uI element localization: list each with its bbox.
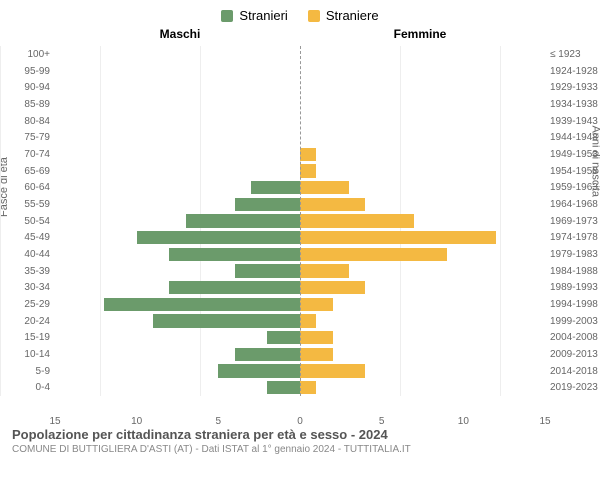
age-label: 40-44 (5, 249, 50, 260)
birth-label: 1964-1968 (550, 199, 600, 210)
bar-male (218, 364, 300, 377)
bar-male (251, 181, 300, 194)
age-label: 65-69 (5, 166, 50, 177)
birth-label: 1959-1963 (550, 182, 600, 193)
chart-title: Popolazione per cittadinanza straniera p… (12, 427, 588, 442)
bar-female (300, 198, 365, 211)
birth-label: 1969-1973 (550, 216, 600, 227)
birth-label: 2009-2013 (550, 349, 600, 360)
birth-label: 1929-1933 (550, 82, 600, 93)
birth-label: 1944-1948 (550, 132, 600, 143)
bar-male (153, 314, 300, 327)
bar-male (267, 381, 300, 394)
age-label: 75-79 (5, 132, 50, 143)
bar-male (235, 198, 300, 211)
bar-female (300, 248, 447, 261)
legend-label-female: Straniere (326, 8, 379, 23)
birth-label: 1954-1958 (550, 166, 600, 177)
birth-label: ≤ 1923 (550, 49, 600, 60)
birth-label: 1974-1978 (550, 232, 600, 243)
age-label: 60-64 (5, 182, 50, 193)
age-label: 100+ (5, 49, 50, 60)
bar-male (235, 264, 300, 277)
x-tick: 0 (297, 416, 303, 427)
age-label: 45-49 (5, 232, 50, 243)
age-label: 10-14 (5, 349, 50, 360)
age-label: 20-24 (5, 316, 50, 327)
bar-male (186, 214, 300, 227)
bar-female (300, 148, 316, 161)
birth-label: 1999-2003 (550, 316, 600, 327)
legend-item-male: Stranieri (221, 8, 287, 23)
legend: Stranieri Straniere (0, 0, 600, 27)
bar-female (300, 281, 365, 294)
age-label: 85-89 (5, 99, 50, 110)
center-axis (300, 46, 301, 396)
chart-subtitle: COMUNE DI BUTTIGLIERA D'ASTI (AT) - Dati… (12, 444, 588, 455)
bar-female (300, 364, 365, 377)
column-headers: Maschi Femmine (0, 27, 600, 41)
age-label: 50-54 (5, 216, 50, 227)
bar-female (300, 331, 333, 344)
bar-female (300, 298, 333, 311)
chart-area: Fasce di età Anni di nascita 100+≤ 19239… (0, 41, 600, 421)
legend-label-male: Stranieri (239, 8, 287, 23)
age-label: 5-9 (5, 366, 50, 377)
bar-female (300, 231, 496, 244)
birth-label: 1939-1943 (550, 116, 600, 127)
age-label: 15-19 (5, 332, 50, 343)
bar-male (137, 231, 300, 244)
age-label: 80-84 (5, 116, 50, 127)
bar-male (169, 248, 300, 261)
birth-label: 1994-1998 (550, 299, 600, 310)
birth-label: 2004-2008 (550, 332, 600, 343)
header-male: Maschi (60, 27, 300, 41)
birth-label: 1934-1938 (550, 99, 600, 110)
age-label: 25-29 (5, 299, 50, 310)
bar-male (169, 281, 300, 294)
grid-line (0, 46, 1, 396)
bar-female (300, 181, 349, 194)
birth-label: 1979-1983 (550, 249, 600, 260)
age-label: 0-4 (5, 382, 50, 393)
age-label: 55-59 (5, 199, 50, 210)
age-label: 90-94 (5, 82, 50, 93)
bar-female (300, 264, 349, 277)
x-tick: 15 (539, 416, 550, 427)
age-label: 95-99 (5, 66, 50, 77)
birth-label: 1949-1953 (550, 149, 600, 160)
birth-label: 1984-1988 (550, 266, 600, 277)
age-label: 70-74 (5, 149, 50, 160)
birth-label: 1989-1993 (550, 282, 600, 293)
birth-label: 2019-2023 (550, 382, 600, 393)
header-female: Femmine (300, 27, 540, 41)
legend-swatch-male (221, 10, 233, 22)
age-label: 30-34 (5, 282, 50, 293)
x-tick: 15 (49, 416, 60, 427)
age-label: 35-39 (5, 266, 50, 277)
birth-label: 2014-2018 (550, 366, 600, 377)
x-tick: 10 (458, 416, 469, 427)
bar-female (300, 314, 316, 327)
legend-swatch-female (308, 10, 320, 22)
x-tick: 5 (379, 416, 385, 427)
bar-female (300, 381, 316, 394)
legend-item-female: Straniere (308, 8, 379, 23)
bar-female (300, 214, 414, 227)
bar-male (267, 331, 300, 344)
bar-male (104, 298, 300, 311)
bar-female (300, 164, 316, 177)
x-tick: 10 (131, 416, 142, 427)
bar-male (235, 348, 300, 361)
x-tick: 5 (216, 416, 222, 427)
bar-female (300, 348, 333, 361)
birth-label: 1924-1928 (550, 66, 600, 77)
